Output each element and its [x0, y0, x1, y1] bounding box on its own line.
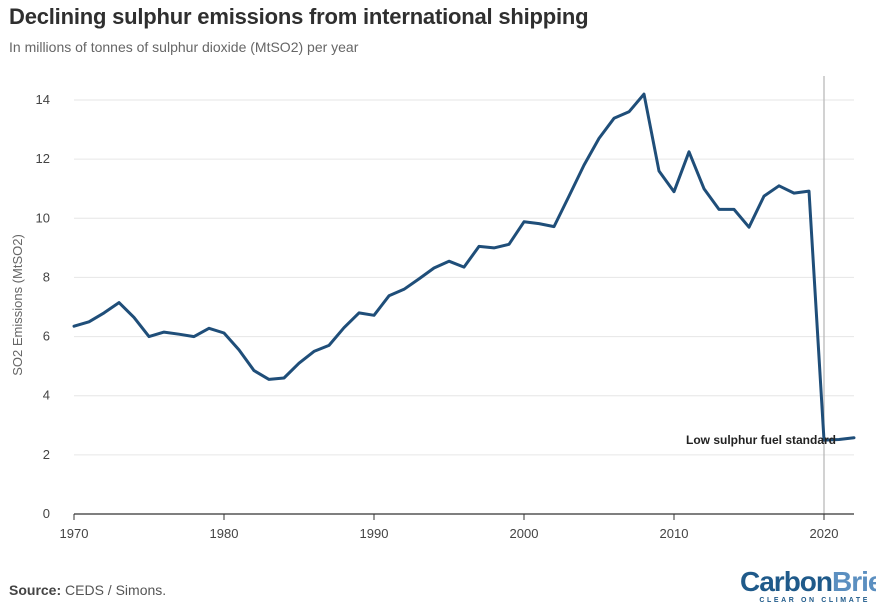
chart-subtitle: In millions of tonnes of sulphur dioxide… — [9, 39, 359, 55]
axes: 0 2 4 6 8 10 12 14 1970 1980 1990 2000 2010 2020 — [36, 92, 854, 541]
chart-title: Declining sulphur emissions from interna… — [9, 4, 589, 29]
line-chart: 0 2 4 6 8 10 12 14 1970 1980 1990 2000 2010 2020 Low … — [10, 76, 856, 541]
y-tick-label-2: 2 — [43, 447, 50, 462]
series-layer — [72, 92, 856, 442]
logo-wordmark: CarbonBrief — [740, 566, 876, 597]
x-tick-label-2020: 2020 — [810, 526, 839, 541]
x-tick-label-1990: 1990 — [360, 526, 389, 541]
y-tick-label-0: 0 — [43, 506, 50, 521]
annotation-label: Low sulphur fuel standard — [686, 433, 836, 447]
series-line-0 — [72, 92, 856, 442]
logo-brief: Brief — [832, 566, 876, 597]
y-tick-label-10: 10 — [36, 210, 50, 225]
x-tick-label-1970: 1970 — [60, 526, 89, 541]
logo-tagline: CLEAR ON CLIMATE — [759, 597, 870, 604]
y-tick-label-4: 4 — [43, 388, 50, 403]
x-tick-label-2010: 2010 — [660, 526, 689, 541]
grid-lines — [74, 99, 854, 456]
y-tick-label-8: 8 — [43, 269, 50, 284]
logo-carbon: Carbon — [740, 566, 833, 597]
carbonbrief-logo[interactable]: CarbonBrief CLEAR ON CLIMATE — [740, 566, 876, 605]
x-tick-label-1980: 1980 — [210, 526, 239, 541]
y-axis-label: SO2 Emissions (MtSO2) — [10, 234, 25, 376]
y-tick-label-14: 14 — [36, 92, 50, 107]
source-note: Source: CEDS / Simons. — [9, 582, 166, 598]
y-tick-label-12: 12 — [36, 151, 50, 166]
source-label: Source: — [9, 582, 62, 598]
source-text: CEDS / Simons. — [65, 582, 167, 598]
x-tick-label-2000: 2000 — [510, 526, 539, 541]
annotation-layer: Low sulphur fuel standard — [686, 433, 836, 447]
y-tick-label-6: 6 — [43, 329, 50, 344]
